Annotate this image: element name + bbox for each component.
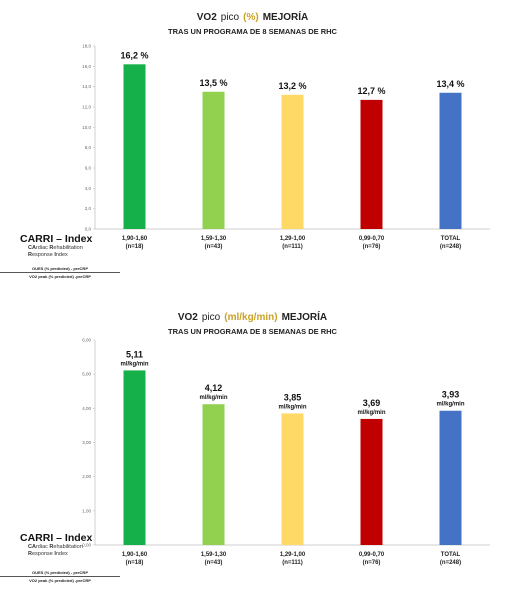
category-label: 1,29-1,00: [280, 552, 306, 558]
value-label: 3,69: [363, 398, 381, 408]
y-tick-label: 16,0: [82, 64, 91, 69]
bar: [123, 64, 146, 229]
carri-title: CARRI – Index: [20, 233, 93, 245]
y-tick-label: 4,00: [82, 406, 91, 411]
category-label: TOTAL: [441, 236, 461, 242]
value-unit-label: ml/kg/min: [357, 410, 385, 416]
category-label: (n=18): [126, 244, 144, 250]
bar: [281, 94, 304, 229]
value-label: 13,5 %: [199, 78, 227, 88]
y-tick-label: 0,00: [82, 543, 91, 548]
chart-panel-percent: VO2 pico (%) MEJORÍA TRAS UN PROGRAMA DE 8 …: [0, 12, 505, 279]
category-label: (n=111): [282, 560, 303, 566]
y-tick-label: 8,0: [85, 145, 92, 150]
bar: [202, 91, 225, 229]
carri-formula: OUES (% predicted) - preCRP VO2 peak (% …: [0, 570, 120, 583]
carri-line-1: CArdiac Rehabilitation: [28, 245, 83, 251]
title-unit: (ml/kg/min): [224, 312, 278, 323]
carri-formula: OUES (% predicted) - preCRP VO2 peak (% …: [0, 266, 120, 279]
carri-line-2: Response Index: [28, 551, 68, 557]
y-tick-label: 5,00: [82, 372, 91, 377]
category-label: TOTAL: [441, 552, 461, 558]
y-tick-label: 12,0: [82, 105, 91, 110]
category-label: 1,59-1,30: [201, 552, 227, 558]
value-label: 3,93: [442, 390, 460, 400]
bar: [439, 92, 462, 230]
y-tick-label: 18,0: [82, 44, 91, 49]
category-label: 1,90-1,60: [122, 236, 148, 242]
category-label: (n=76): [363, 244, 381, 250]
bar: [439, 410, 462, 545]
y-tick-label: 1,00: [82, 508, 91, 513]
y-tick-label: 4,0: [85, 186, 92, 191]
category-label: 1,29-1,00: [280, 236, 306, 242]
value-label: 13,2 %: [278, 81, 306, 91]
chart-subtitle: TRAS UN PROGRAMA DE 8 SEMANAS DE RHC: [168, 27, 337, 36]
y-tick-label: 2,00: [82, 474, 91, 479]
carri-line-1: CArdiac Rehabilitation: [28, 544, 83, 550]
category-label: (n=43): [205, 560, 223, 566]
carri-legend: CARRI – Index CArdiac Rehabilitation Res…: [20, 233, 100, 259]
chart-title: VO2 pico (%) MEJORÍA: [0, 12, 505, 23]
value-label: 16,2 %: [120, 50, 148, 60]
carri-legend: CARRI – Index CArdiac Rehabilitation Res…: [20, 532, 100, 558]
category-label: 0,99-0,70: [359, 236, 385, 242]
formula-denominator: VO2 peak (% predicted) -preCRP: [29, 578, 91, 583]
title-pico: pico: [201, 312, 221, 323]
y-tick-label: 10,0: [82, 125, 91, 130]
title-tail: MEJORÍA: [281, 312, 328, 323]
chart-title: VO2 pico (ml/kg/min) MEJORÍA: [0, 312, 505, 323]
value-unit-label: ml/kg/min: [278, 404, 306, 410]
value-label: 3,85: [284, 392, 302, 402]
title-main: VO2: [177, 312, 198, 323]
bar-chart-mlkgmin: 0,00 1,00 2,00 3,00 4,00 5,00 6,00 5,11 ml/kg/mi…: [82, 338, 490, 566]
category-label: 1,59-1,30: [201, 236, 227, 242]
category-label: (n=76): [363, 560, 381, 566]
y-tick-label: 6,00: [82, 338, 91, 343]
bar: [123, 370, 146, 545]
value-label: 13,4 %: [436, 79, 464, 89]
y-tick-label: 2,0: [85, 206, 92, 211]
value-label: 12,7 %: [357, 86, 385, 96]
category-label: (n=18): [126, 560, 144, 566]
value-label: 4,12: [205, 383, 223, 393]
category-label: 0,99-0,70: [359, 552, 385, 558]
title-pico: pico: [220, 12, 240, 23]
title-main: VO2: [196, 12, 217, 23]
carri-line-2: Response Index: [28, 252, 68, 258]
category-label: (n=248): [440, 244, 461, 250]
category-label: (n=43): [205, 244, 223, 250]
category-label: (n=248): [440, 560, 461, 566]
formula-denominator: VO2 peak (% predicted) -preCRP: [29, 274, 91, 279]
bar: [281, 413, 304, 545]
bar: [202, 404, 225, 545]
y-tick-label: 3,00: [82, 440, 91, 445]
bar-chart-percent: 0,0 2,0 4,0 6,0 8,0 10,0 12,0 14,0 16,0 18,0 16,2 …: [82, 44, 490, 250]
y-tick-label: 0,0: [85, 227, 92, 232]
category-label: (n=111): [282, 244, 303, 250]
y-tick-label: 6,0: [85, 166, 92, 171]
bar: [360, 418, 383, 545]
formula-numerator: OUES (% predicted) - preCRP: [0, 266, 120, 273]
category-label: 1,90-1,60: [122, 552, 148, 558]
y-tick-label: 14,0: [82, 84, 91, 89]
chart-subtitle: TRAS UN PROGRAMA DE 8 SEMANAS DE RHC: [168, 327, 337, 336]
chart-panel-mlkgmin: VO2 pico (ml/kg/min) MEJORÍA TRAS UN PROGRA…: [0, 300, 505, 600]
value-unit-label: ml/kg/min: [199, 395, 227, 401]
carri-title: CARRI – Index: [20, 532, 93, 544]
value-unit-label: ml/kg/min: [120, 361, 148, 367]
title-unit: (%): [243, 12, 259, 23]
bar: [360, 99, 383, 229]
value-unit-label: ml/kg/min: [436, 402, 464, 408]
title-tail: MEJORÍA: [262, 12, 309, 23]
value-label: 5,11: [126, 349, 143, 359]
formula-numerator: OUES (% predicted) - preCRP: [0, 570, 120, 577]
